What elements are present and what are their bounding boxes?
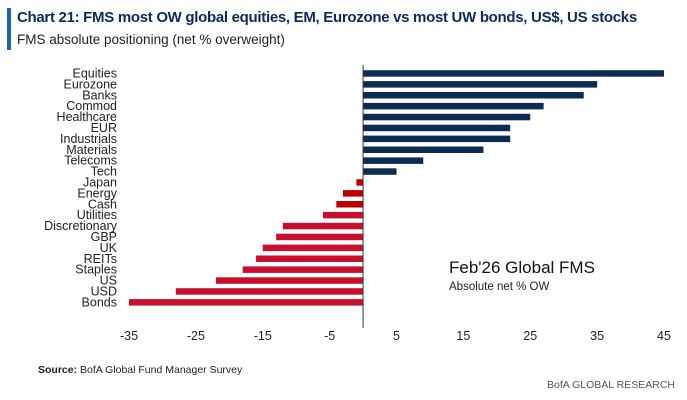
bar-staples bbox=[242, 266, 364, 273]
category-label: Equities bbox=[73, 66, 117, 80]
category-label: REITs bbox=[84, 252, 117, 266]
bar-equities bbox=[363, 70, 664, 77]
category-label: UK bbox=[100, 241, 118, 255]
chart-title: Chart 21: FMS most OW global equities, E… bbox=[17, 9, 637, 26]
category-label: Industrials bbox=[60, 132, 117, 146]
category-label: Commod bbox=[66, 99, 117, 113]
x-tick-label: 15 bbox=[456, 329, 470, 343]
category-label: Banks bbox=[82, 88, 117, 102]
category-label: US bbox=[100, 274, 117, 288]
category-label: Tech bbox=[91, 165, 117, 179]
bar-gbp bbox=[276, 233, 364, 241]
x-tick-label: 5 bbox=[393, 329, 400, 343]
bar-usd bbox=[175, 288, 364, 295]
bar-utilities bbox=[322, 211, 364, 219]
category-label: Bonds bbox=[82, 295, 117, 309]
bar-telecoms bbox=[363, 157, 424, 164]
category-label: Cash bbox=[88, 197, 117, 211]
bar-materials bbox=[363, 146, 484, 153]
x-tick-label: -5 bbox=[324, 329, 335, 343]
category-label: Energy bbox=[77, 186, 117, 200]
category-label: EUR bbox=[91, 121, 117, 135]
bar-bonds bbox=[129, 299, 364, 306]
chart-subtitle: FMS absolute positioning (net % overweig… bbox=[17, 32, 285, 47]
category-label: Healthcare bbox=[57, 110, 117, 124]
annotation-subtitle: Absolute net % OW bbox=[449, 281, 549, 293]
category-label: Telecoms bbox=[64, 154, 117, 168]
x-tick-label: 25 bbox=[523, 329, 537, 343]
category-label: GBP bbox=[91, 230, 117, 244]
x-tick-label: -25 bbox=[187, 329, 205, 343]
bar-cash bbox=[336, 201, 364, 208]
bar-discretionary bbox=[282, 222, 364, 230]
bar-reits bbox=[256, 255, 364, 262]
category-label: USD bbox=[91, 284, 117, 298]
source-note: Source: BofA Global Fund Manager Survey bbox=[38, 364, 242, 376]
category-label: Japan bbox=[83, 175, 117, 189]
source-label: Source: bbox=[38, 364, 78, 376]
bar-energy bbox=[343, 190, 364, 197]
bar-japan bbox=[356, 179, 364, 186]
bar-eur bbox=[363, 124, 511, 132]
x-tick-label: -15 bbox=[254, 329, 272, 343]
bar-uk bbox=[262, 244, 364, 252]
bar-industrials bbox=[363, 135, 511, 143]
category-label: Materials bbox=[66, 143, 117, 157]
bar-banks bbox=[363, 92, 584, 99]
category-label: Discretionary bbox=[44, 219, 118, 233]
x-tick-label: -35 bbox=[120, 329, 138, 343]
category-label: Utilities bbox=[77, 208, 117, 222]
x-tick-label: 45 bbox=[657, 329, 671, 343]
x-tick-label: 35 bbox=[590, 329, 604, 343]
annotation-title: Feb'26 Global FMS bbox=[449, 258, 595, 277]
bar-commod bbox=[363, 102, 544, 110]
bar-us bbox=[215, 277, 364, 284]
title-accent-bar bbox=[7, 8, 11, 50]
category-label: Staples bbox=[75, 263, 117, 277]
bar-tech bbox=[363, 168, 397, 175]
category-label: Eurozone bbox=[63, 77, 117, 91]
brand-label: BofA GLOBAL RESEARCH bbox=[547, 379, 675, 391]
bar-healthcare bbox=[363, 113, 531, 121]
bar-eurozone bbox=[363, 81, 598, 88]
source-text: BofA Global Fund Manager Survey bbox=[77, 364, 243, 376]
